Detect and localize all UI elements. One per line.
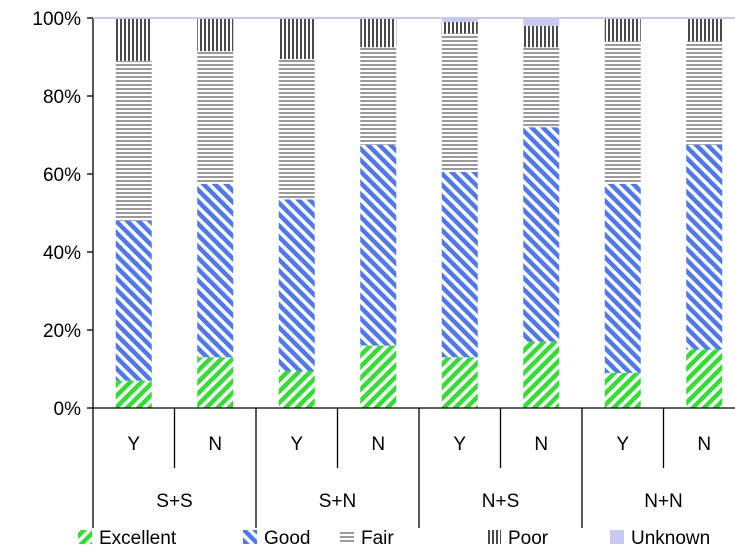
bar-segment-poor-2 <box>278 18 315 59</box>
bar-segment-poor-1 <box>197 18 234 52</box>
bar-segment-fair-6 <box>604 41 641 184</box>
bar-segment-good-5 <box>523 127 560 342</box>
x-category-label: Y <box>127 434 140 455</box>
bar-segment-excellent-7 <box>686 349 723 408</box>
legend-swatch-excellent <box>78 530 92 544</box>
bar-segment-excellent-4 <box>441 357 478 408</box>
bar-segment-poor-0 <box>115 18 152 61</box>
bar-segment-good-2 <box>278 199 315 371</box>
axes-layer: 0% 20% 40% 60% 80% 100% Y N Y N Y N Y N S+S S+N N+S N+N <box>32 9 735 528</box>
x-category-label: N <box>534 434 548 455</box>
y-tick-label: 20% <box>43 321 81 342</box>
x-group-label: S+S <box>156 491 192 512</box>
y-tick-label: 40% <box>43 243 81 264</box>
legend: Excellent Good Fair Poor Unknown <box>78 528 710 549</box>
legend-label-excellent: Excellent <box>99 528 177 549</box>
bar-segment-poor-7 <box>686 18 723 42</box>
bar-segment-good-6 <box>604 183 641 373</box>
bar-segment-poor-5 <box>523 25 560 48</box>
y-tick-label: 60% <box>43 165 81 186</box>
legend-label-unknown: Unknown <box>631 528 710 549</box>
x-category-label: N <box>697 434 711 455</box>
bar-segment-fair-4 <box>441 33 478 173</box>
x-group-label: S+N <box>319 491 357 512</box>
y-tick-label: 80% <box>43 87 81 108</box>
bar-segment-excellent-2 <box>278 370 315 408</box>
bar-segment-good-3 <box>360 144 397 346</box>
bar-segment-poor-4 <box>441 21 478 34</box>
bar-segment-good-4 <box>441 172 478 358</box>
bar-segment-fair-3 <box>360 47 397 145</box>
bar-segment-fair-1 <box>197 51 234 184</box>
x-category-label: N <box>371 434 385 455</box>
bar-segment-fair-2 <box>278 58 315 200</box>
bar-segment-fair-5 <box>523 47 560 128</box>
bar-segment-excellent-3 <box>360 345 397 408</box>
x-category-label: N <box>208 434 222 455</box>
bar-segment-good-1 <box>197 183 234 358</box>
bar-segment-fair-0 <box>115 60 152 221</box>
bar-segment-poor-6 <box>604 18 641 42</box>
bar-segment-unknown-4 <box>441 18 478 22</box>
bar-segment-excellent-1 <box>197 357 234 408</box>
y-tick-label: 0% <box>54 399 82 420</box>
x-group-label: N+S <box>482 491 520 512</box>
legend-swatch-poor <box>487 530 501 544</box>
bar-segment-excellent-5 <box>523 341 560 408</box>
legend-swatch-good <box>243 530 257 544</box>
legend-swatch-unknown <box>610 530 624 544</box>
bar-segment-excellent-0 <box>115 380 152 408</box>
x-group-label: N+N <box>644 491 683 512</box>
y-tick-label: 100% <box>32 9 81 30</box>
bar-segment-good-0 <box>115 220 152 381</box>
legend-swatch-fair <box>340 530 354 544</box>
bar-segment-good-7 <box>686 144 723 350</box>
x-category-label: Y <box>616 434 629 455</box>
bar-segment-poor-3 <box>360 18 397 48</box>
legend-label-good: Good <box>264 528 310 549</box>
legend-label-poor: Poor <box>508 528 549 549</box>
bar-segment-unknown-5 <box>523 18 560 26</box>
legend-label-fair: Fair <box>361 528 394 549</box>
bars-layer <box>115 18 723 408</box>
x-category-label: Y <box>453 434 466 455</box>
bar-segment-fair-7 <box>686 41 723 145</box>
x-category-label: Y <box>290 434 303 455</box>
bar-segment-excellent-6 <box>604 372 641 408</box>
